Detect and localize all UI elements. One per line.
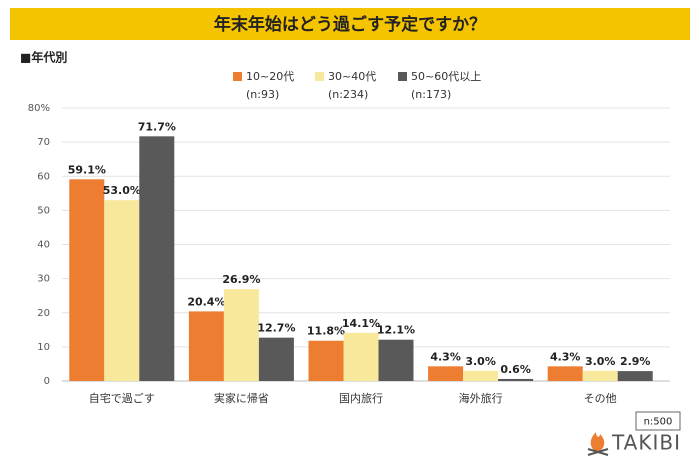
y-tick-label: 70: [37, 137, 50, 148]
y-tick-label: 10: [37, 342, 50, 353]
brand-icon-logs: [587, 448, 609, 456]
x-tick-label: 実家に帰省: [214, 391, 269, 405]
note-box: [635, 411, 681, 431]
value-label: 71.7%: [138, 120, 176, 133]
legend-sample: (n:234): [328, 88, 368, 101]
bar: [343, 332, 379, 381]
value-label: 3.0%: [585, 355, 616, 368]
value-label: 0.6%: [500, 363, 531, 376]
value-label: 2.9%: [620, 355, 651, 368]
bar: [308, 340, 344, 381]
bar: [463, 370, 499, 381]
legend-label: 10~20代: [246, 70, 294, 83]
legend-swatch: [233, 72, 242, 81]
bar: [547, 366, 583, 381]
brand: TAKIBI: [611, 431, 681, 455]
bar: [69, 179, 105, 381]
bar: [139, 136, 175, 381]
legend-swatch: [398, 72, 407, 81]
legend-label: 30~40代: [328, 70, 376, 83]
value-label: 20.4%: [187, 295, 225, 308]
bar: [223, 289, 259, 381]
brand-icon: [590, 432, 605, 452]
legend-label: 50~60代以上: [411, 70, 481, 83]
subtitle: ■年代別: [20, 50, 67, 65]
value-label: 12.7%: [257, 322, 295, 335]
bar: [188, 311, 224, 381]
value-label: 3.0%: [465, 355, 496, 368]
y-tick-label: 50: [37, 205, 50, 216]
value-label: 14.1%: [342, 317, 380, 330]
value-label: 4.3%: [550, 350, 581, 363]
y-tick-label: 0: [44, 376, 50, 387]
value-label: 53.0%: [103, 184, 141, 197]
bar: [498, 378, 534, 381]
y-tick-label: 20: [37, 308, 50, 319]
bar: [582, 370, 618, 381]
note: n:500: [644, 417, 673, 428]
bar: [378, 339, 414, 381]
bar: [258, 337, 294, 381]
x-tick-label: その他: [584, 392, 617, 405]
value-label: 12.1%: [377, 324, 415, 337]
legend-swatch: [315, 72, 324, 81]
value-label: 11.8%: [307, 325, 345, 338]
title-band: [10, 8, 690, 40]
value-label: 59.1%: [68, 163, 106, 176]
value-label: 4.3%: [430, 350, 461, 363]
y-tick-label: 40: [37, 240, 50, 251]
bar: [428, 366, 464, 381]
bar: [104, 200, 140, 381]
legend-sample: (n:173): [411, 88, 451, 101]
x-tick-label: 自宅で過ごす: [89, 391, 155, 405]
legend-sample: (n:93): [246, 88, 279, 101]
y-tick-label: 80%: [28, 103, 50, 114]
chart-title: 年末年始はどう過ごす予定ですか？: [214, 14, 486, 35]
value-label: 26.9%: [222, 273, 260, 286]
y-tick-label: 60: [37, 171, 50, 182]
x-tick-label: 国内旅行: [339, 391, 383, 405]
bar: [617, 371, 653, 381]
y-tick-label: 30: [37, 274, 50, 285]
x-tick-label: 海外旅行: [459, 391, 503, 405]
